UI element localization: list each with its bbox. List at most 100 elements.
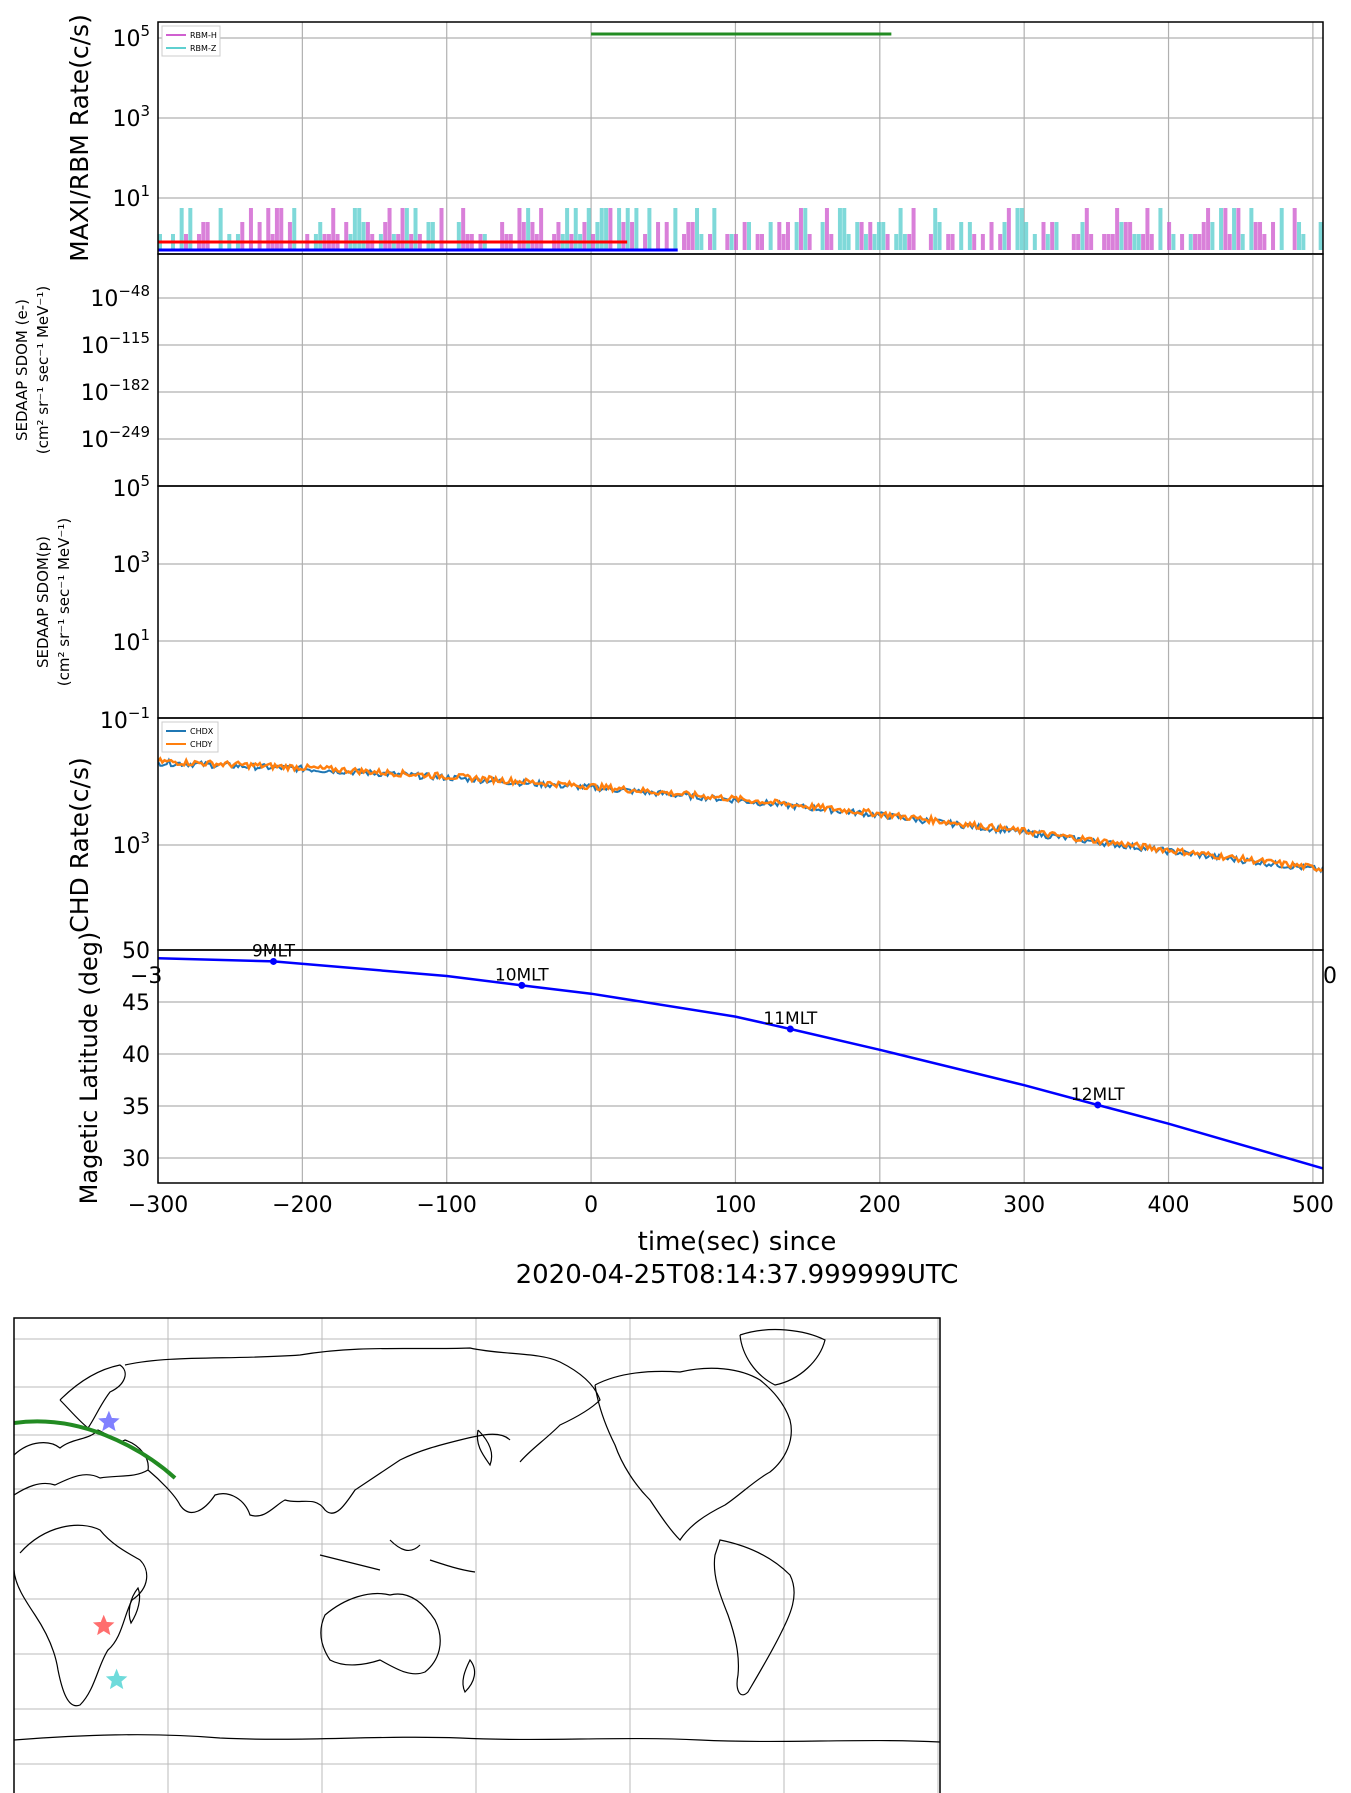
panel-maglat-frame <box>157 949 1324 1184</box>
chd-series-chdy <box>158 756 1323 873</box>
map-frame <box>13 1317 941 1793</box>
panel-sedaap-p-frame <box>157 485 1324 719</box>
rbm-bar <box>1045 234 1050 250</box>
panel-sedaap-e-frame <box>157 253 1324 487</box>
rbm-bar <box>673 208 678 250</box>
rbm-bar <box>729 234 734 250</box>
rbm-bar <box>526 208 531 250</box>
ytick-p4-0: 103 <box>112 829 150 859</box>
rbm-bar <box>872 234 877 250</box>
rbm-bar <box>803 208 808 250</box>
rbm-bar <box>279 208 284 250</box>
rbm-bar <box>257 222 262 250</box>
rbm-bar <box>1240 234 1245 250</box>
coast-africa <box>14 1524 148 1707</box>
rbm-bar <box>1271 222 1276 250</box>
rbm-bar <box>625 208 630 250</box>
rbm-bar <box>556 222 561 250</box>
rbm-bar <box>725 234 730 250</box>
ylabel-p2-line1: SEDAAP SDOM (e-) <box>13 299 31 441</box>
mlt-point-2 <box>786 1025 794 1033</box>
rbm-bar <box>794 222 799 250</box>
rbm-bar <box>1236 208 1241 250</box>
rbm-bar <box>967 222 972 250</box>
rbm-bar <box>292 208 297 250</box>
rbm-bar <box>946 234 951 250</box>
rbm-bar <box>820 222 825 250</box>
rbm-bar <box>734 234 739 250</box>
rbm-bar <box>608 208 613 250</box>
ytick-p3-1: 103 <box>112 548 150 578</box>
rbm-bar <box>1006 208 1011 250</box>
panel-maglat-ticks: 50 45 40 35 30 −300 −200 −100 0 100 200 300 400 500 <box>122 939 1334 1218</box>
rbm-bar <box>1197 234 1202 250</box>
rbm-bar <box>1050 222 1055 250</box>
rbm-bar <box>188 208 193 250</box>
rbm-bar <box>746 222 751 250</box>
legend-rbm-z: RBM-Z <box>190 44 217 53</box>
rbm-bar <box>777 222 782 250</box>
map-background <box>14 1318 940 1793</box>
rbm-bar <box>759 234 764 250</box>
xtick-0: −300 <box>128 1193 188 1218</box>
coast-new-zealand <box>462 1658 476 1694</box>
rbm-bar <box>842 208 847 250</box>
ylabel-p5: Magetic Latitude (deg) <box>75 932 103 1205</box>
rbm-bar <box>218 208 223 250</box>
coast-greenland <box>739 1328 826 1386</box>
rbm-bar <box>837 208 842 250</box>
coast-asia-north <box>124 1347 601 1463</box>
rbm-bar <box>785 222 790 250</box>
rbm-bar <box>876 222 881 250</box>
ylabel-p1: MAXI/RBM Rate(c/s) <box>65 14 94 262</box>
ytick-p1-1: 103 <box>112 102 150 132</box>
panel-maxi-rbm-plot <box>158 32 1323 252</box>
rbm-bar <box>1219 208 1224 250</box>
rbm-bar <box>383 222 388 250</box>
rbm-bar <box>1253 222 1258 250</box>
rbm-bar <box>829 234 834 250</box>
rbm-bar <box>400 208 405 250</box>
rbm-bar <box>950 234 955 250</box>
rbm-bar <box>1249 208 1254 250</box>
rbm-bar <box>582 222 587 250</box>
xtick-fragment-right: 0 <box>1323 964 1337 989</box>
rbm-bar <box>1206 208 1211 250</box>
coast-scandinavia <box>59 1364 126 1429</box>
rbm-bar <box>365 222 370 250</box>
rbm-bar <box>933 208 938 250</box>
rbm-bar <box>656 222 661 250</box>
rbm-bar <box>331 208 336 250</box>
rbm-bar <box>1171 234 1176 250</box>
rbm-bar <box>521 222 526 250</box>
coast-australia <box>320 1592 441 1675</box>
rbm-bar <box>894 234 899 250</box>
satellite-ground-track <box>14 1419 177 1480</box>
rbm-bar <box>868 222 873 250</box>
ylabel-p4: CHD Rate(c/s) <box>65 757 94 932</box>
panel-maxi-rbm: 105 103 101 MAXI/RBM Rate(c/s) RBM-H RBM… <box>65 14 1324 262</box>
rbm-bar <box>621 222 626 250</box>
rbm-bar <box>456 222 461 250</box>
rbm-bar <box>1019 208 1024 250</box>
rbm-bar <box>1106 234 1111 250</box>
rbm-bar <box>1080 222 1085 250</box>
red-star <box>92 1614 115 1636</box>
mlt-point-1 <box>518 981 526 989</box>
rbm-bar <box>664 222 669 250</box>
rbm-bar <box>980 234 985 250</box>
rbm-bar <box>404 208 409 250</box>
rbm-bar <box>240 222 245 250</box>
rbm-bar <box>1180 234 1185 250</box>
map-gridlines <box>13 1318 940 1793</box>
rbm-bar <box>287 222 292 250</box>
rbm-bar <box>387 208 392 250</box>
maglat-line <box>158 957 1323 1170</box>
rbm-bar <box>690 222 695 250</box>
rbm-bar <box>530 222 535 250</box>
panel-chd-frame <box>157 717 1324 951</box>
panel-chd-grid <box>157 718 1323 950</box>
rbm-bar <box>699 234 704 250</box>
coast-madagascar <box>128 1586 141 1625</box>
rbm-bar <box>1262 234 1267 250</box>
